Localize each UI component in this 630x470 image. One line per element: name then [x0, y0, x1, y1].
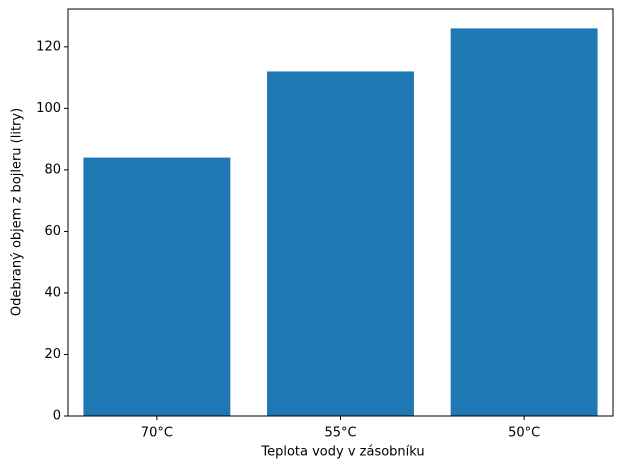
bar [83, 157, 231, 417]
x-axis-label: Teplota vody v zásobníku [260, 445, 424, 460]
bar [267, 71, 414, 416]
x-tick-label: 50°C [508, 426, 540, 441]
bar [450, 28, 598, 417]
y-tick-label: 0 [53, 409, 61, 424]
y-tick-label: 40 [44, 285, 61, 300]
plot-frame [67, 8, 614, 417]
x-tick-label: 55°C [324, 426, 356, 441]
y-axis-label: Odebraný objem z bojleru (litry) [10, 108, 25, 316]
y-tick-label: 80 [44, 162, 61, 177]
y-tick-label: 120 [36, 39, 61, 54]
y-tick-label: 60 [44, 224, 61, 239]
y-tick-label: 100 [36, 101, 61, 116]
x-tick-label: 70°C [141, 426, 173, 441]
y-tick-label: 20 [44, 347, 61, 362]
